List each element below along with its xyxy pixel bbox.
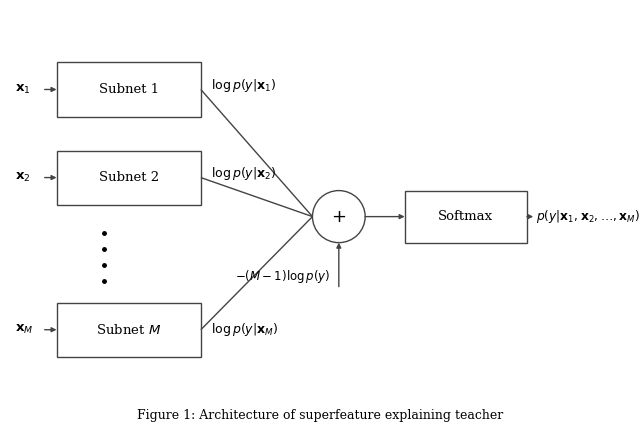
Text: $-(M-1)\log p(y)$: $-(M-1)\log p(y)$	[236, 268, 331, 285]
Bar	[56, 150, 201, 205]
Text: $\mathbf{x}_1$: $\mathbf{x}_1$	[15, 83, 30, 96]
Text: $\mathbf{x}_2$: $\mathbf{x}_2$	[15, 171, 30, 184]
Text: $\log p(y|\mathbf{x}_1)$: $\log p(y|\mathbf{x}_1)$	[211, 77, 276, 94]
Text: $+$: $+$	[332, 208, 346, 226]
Text: Subnet 2: Subnet 2	[99, 171, 159, 184]
Text: Subnet $M$: Subnet $M$	[96, 323, 161, 337]
Text: Figure 1: Architecture of superfeature explaining teacher: Figure 1: Architecture of superfeature e…	[137, 409, 503, 422]
Text: Subnet 1: Subnet 1	[99, 83, 159, 96]
Text: Softmax: Softmax	[438, 210, 493, 223]
Bar	[404, 191, 527, 242]
Text: $\log p(y|\mathbf{x}_M)$: $\log p(y|\mathbf{x}_M)$	[211, 322, 278, 338]
Text: $\mathbf{x}_M$: $\mathbf{x}_M$	[15, 323, 33, 337]
Text: $\log p(y|\mathbf{x}_2)$: $\log p(y|\mathbf{x}_2)$	[211, 165, 276, 182]
Text: $p(y|\mathbf{x}_1, \mathbf{x}_2, \ldots, \mathbf{x}_M)$: $p(y|\mathbf{x}_1, \mathbf{x}_2, \ldots,…	[536, 208, 640, 225]
Bar	[56, 303, 201, 357]
Bar	[56, 62, 201, 117]
